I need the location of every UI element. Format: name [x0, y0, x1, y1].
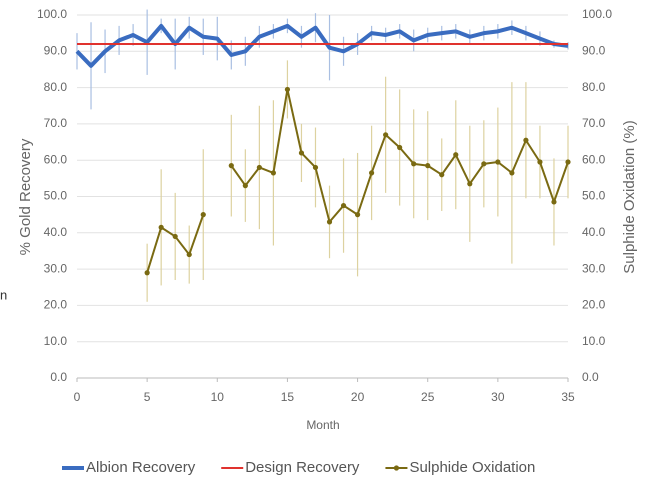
- y2-tick-label: 70.0: [582, 116, 606, 130]
- y-tick-label: 60.0: [44, 152, 68, 166]
- y-tick-label: 50.0: [44, 189, 68, 203]
- point: [439, 172, 445, 178]
- y2-tick-label: 90.0: [582, 43, 606, 57]
- point: [200, 212, 206, 218]
- point: [551, 199, 557, 205]
- point: [523, 137, 529, 143]
- series-line: [75, 23, 569, 68]
- x-tick-label: 15: [281, 390, 295, 404]
- y-axis-label: % Gold Recovery: [17, 138, 34, 255]
- point: [228, 163, 234, 169]
- y-tick-label: 20.0: [44, 298, 68, 312]
- point: [186, 251, 192, 258]
- y2-tick-label: 20.0: [582, 298, 606, 312]
- point: [425, 163, 431, 169]
- y2-tick-label: 30.0: [582, 261, 606, 275]
- y2-tick-label: 60.0: [582, 152, 606, 166]
- point: [383, 132, 389, 138]
- point: [495, 159, 501, 165]
- y-tick-label: 80.0: [44, 80, 68, 94]
- point: [509, 170, 515, 176]
- y-tick-label: 30.0: [44, 261, 68, 275]
- annotation: n: [0, 287, 7, 302]
- point: [242, 183, 248, 189]
- point: [326, 219, 333, 225]
- y-tick-label: 100.0: [37, 7, 67, 21]
- legend-label: Design Recovery: [245, 459, 360, 476]
- point: [453, 152, 459, 158]
- y2-tick-label: 10.0: [582, 334, 606, 348]
- point: [144, 270, 150, 276]
- y2-tick-label: 100.0: [582, 7, 612, 21]
- point: [312, 164, 319, 171]
- y-tick-label: 40.0: [44, 225, 68, 239]
- point: [172, 233, 178, 240]
- point: [158, 224, 164, 230]
- x-tick-label: 5: [144, 390, 151, 404]
- point: [284, 86, 291, 93]
- point: [537, 159, 543, 165]
- point: [354, 212, 361, 218]
- point: [256, 164, 262, 171]
- y-tick-label: 70.0: [44, 116, 68, 130]
- point: [340, 202, 347, 209]
- y2-tick-label: 0.0: [582, 370, 599, 384]
- point: [270, 170, 276, 176]
- legend-label: Albion Recovery: [86, 459, 196, 476]
- x-tick-label: 0: [74, 390, 81, 404]
- x-tick-label: 20: [351, 390, 365, 404]
- legend-marker: [393, 465, 400, 471]
- y-tick-label: 10.0: [44, 334, 68, 348]
- y-tick-label: 0.0: [50, 370, 67, 384]
- y2-tick-label: 80.0: [582, 80, 606, 94]
- y2-tick-label: 40.0: [582, 225, 606, 239]
- x-tick-label: 10: [211, 390, 225, 404]
- x-tick-label: 35: [561, 390, 575, 404]
- x-tick-label: 25: [421, 390, 435, 404]
- x-axis-label: Month: [306, 418, 339, 432]
- point: [369, 170, 375, 176]
- y-tick-label: 90.0: [44, 43, 68, 57]
- point: [565, 159, 571, 165]
- point: [481, 161, 487, 167]
- y2-tick-label: 50.0: [582, 189, 606, 203]
- point: [397, 144, 403, 151]
- y2-axis-label: Sulphide Oxidation (%): [621, 120, 638, 273]
- point: [298, 150, 305, 156]
- point: [411, 161, 417, 167]
- x-tick-label: 30: [491, 390, 505, 404]
- legend-label: Sulphide Oxidation: [409, 459, 535, 476]
- point: [467, 181, 473, 187]
